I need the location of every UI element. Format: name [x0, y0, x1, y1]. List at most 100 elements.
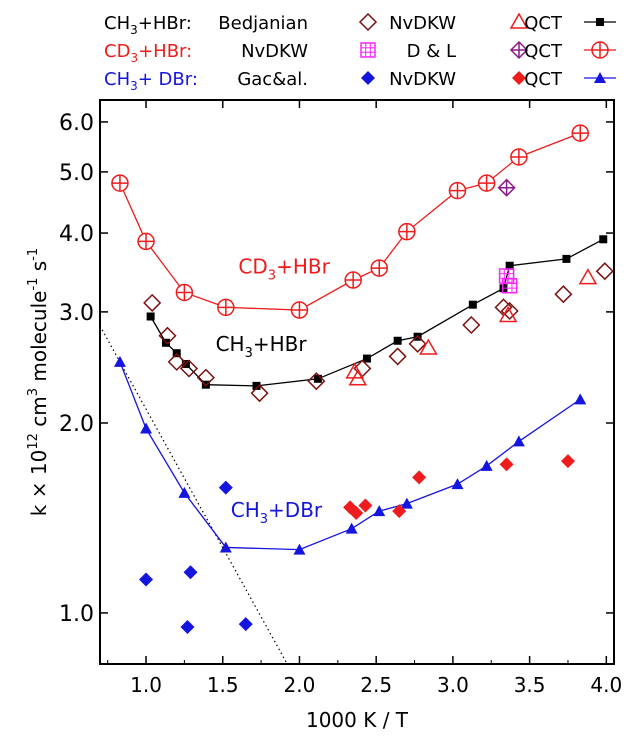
data-point — [345, 362, 364, 379]
annotations: CD3+HBr CH3+HBr CH3+DBr — [216, 255, 331, 527]
data-point — [510, 148, 528, 166]
legend-marker — [591, 41, 609, 59]
data-point — [468, 300, 477, 309]
data-point — [219, 541, 232, 553]
legend-entry-label: Gac&al. — [237, 69, 308, 90]
data-point — [499, 457, 514, 472]
x-tick-label: 4.0 — [590, 673, 622, 697]
legend-marker — [596, 18, 604, 26]
data-point — [477, 174, 496, 192]
data-point — [398, 222, 416, 241]
data-point — [167, 352, 186, 371]
data-point — [501, 278, 518, 294]
series-line — [119, 361, 581, 551]
data-point — [137, 232, 155, 251]
series-ch3-hbr-nvdkw — [345, 268, 598, 386]
data-point — [393, 336, 402, 345]
data-point — [373, 505, 386, 517]
data-marks — [100, 124, 614, 664]
data-point — [196, 368, 215, 387]
data-point — [183, 565, 198, 580]
data-point — [505, 261, 514, 270]
legend-marker — [512, 71, 526, 85]
data-point — [140, 422, 153, 434]
data-point — [358, 498, 373, 513]
data-point — [595, 262, 614, 281]
legend-entry-label: NvDKW — [241, 41, 308, 62]
y-tick-label: 3.0 — [59, 301, 94, 326]
data-point — [146, 312, 155, 321]
annotation-label: CH3+HBr — [216, 332, 308, 361]
legend-marker — [509, 40, 529, 60]
data-point — [217, 298, 235, 317]
legend-row-label: CH3+HBr: — [104, 13, 192, 37]
x-tick-label: 2.0 — [284, 673, 316, 697]
data-point — [111, 174, 129, 192]
legend-entry-label: Bedjanian — [218, 13, 308, 34]
x-tick-label: 2.5 — [360, 673, 392, 697]
data-point — [480, 459, 493, 471]
data-point — [179, 359, 199, 378]
data-point — [345, 522, 358, 534]
data-point — [290, 301, 309, 319]
data-point — [500, 301, 519, 321]
data-point — [349, 506, 364, 521]
data-point — [307, 372, 326, 391]
data-point — [554, 285, 573, 304]
annotation-label: CD3+HBr — [238, 255, 330, 284]
data-point — [139, 572, 154, 587]
x-axis-label: 1000 K / T — [306, 708, 409, 732]
data-point — [293, 543, 306, 555]
plot-area: 1.0 1.5 2.0 2.5 3.0 3.5 4.01.02.03.04.05.06.0 … — [59, 99, 622, 697]
y-axis-label: k × 1012 cm3 molecule-1 s-1 — [26, 248, 51, 516]
data-point — [419, 338, 438, 355]
legend-entry-label: D & L — [407, 41, 456, 62]
series-cd3-hbr-d-l — [497, 178, 516, 197]
data-point — [362, 354, 371, 363]
x-tick-label: 3.0 — [437, 673, 469, 697]
data-point — [498, 306, 518, 323]
data-point — [562, 254, 571, 263]
legend: CH3+HBr: Bedjanian NvDKW QCT CD3+HBr: NvDKW D … — [104, 12, 616, 93]
data-point — [344, 271, 362, 289]
data-point — [400, 497, 413, 509]
data-point — [512, 435, 525, 447]
legend-marker — [509, 12, 529, 29]
legend-entry-label: NvDKW — [389, 13, 456, 34]
data-point — [313, 374, 322, 383]
data-point — [175, 283, 194, 302]
legend-marker — [594, 72, 606, 83]
data-point — [560, 454, 575, 469]
series-cd3-hbr-qct — [111, 124, 589, 319]
data-point — [113, 355, 126, 367]
data-point — [412, 470, 427, 485]
data-point — [578, 268, 598, 285]
data-point — [370, 259, 388, 277]
legend-entry-label: NvDKW — [389, 69, 456, 90]
data-point — [388, 347, 407, 366]
data-point — [574, 393, 587, 405]
data-point — [178, 486, 191, 498]
y-tick-label: 6.0 — [59, 111, 94, 136]
series-cd3-hbr-nvdkw — [498, 268, 518, 294]
dotted-fit-line — [100, 325, 288, 664]
data-point — [408, 334, 427, 353]
legend-row-label: CH3+ DBr: — [104, 69, 198, 93]
series-ch3-dbr-nvdkw — [343, 454, 575, 521]
data-point — [599, 235, 608, 244]
series-ch3-dbr-gac-al- — [139, 480, 253, 634]
data-point — [448, 181, 467, 200]
data-point — [462, 315, 481, 335]
data-point — [180, 619, 195, 634]
legend-marker — [358, 12, 378, 32]
annotation-label: CH3+DBr — [231, 498, 323, 527]
y-tick-label: 5.0 — [59, 161, 94, 186]
legend-row-label: CD3+HBr: — [104, 41, 192, 65]
plot-frame — [99, 99, 615, 665]
data-point — [252, 381, 261, 390]
series-ch3-hbr-qct — [146, 235, 608, 390]
data-point — [238, 617, 253, 632]
data-point — [392, 504, 407, 519]
data-point — [348, 369, 368, 386]
series-ch3-hbr-bedjanian — [143, 262, 614, 403]
